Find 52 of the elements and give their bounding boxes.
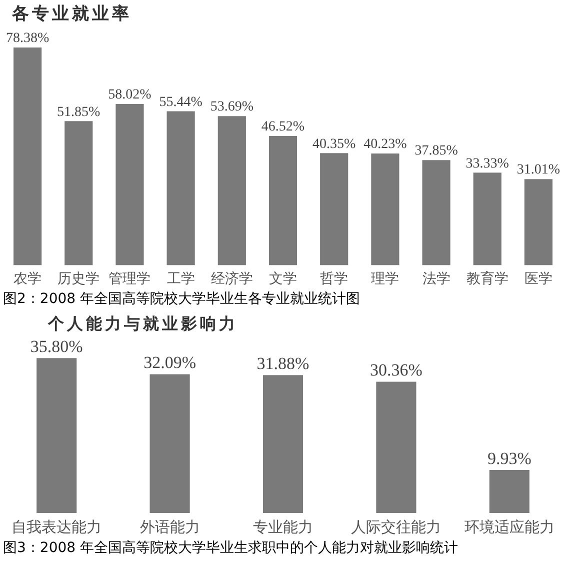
x-tick-label: 工学 <box>166 271 195 288</box>
data-label: 55.44% <box>159 94 203 110</box>
data-label: 35.80% <box>30 337 83 356</box>
x-tick-label: 法学 <box>422 271 450 288</box>
x-tick-label: 理学 <box>371 271 400 288</box>
bar <box>268 136 298 266</box>
bar <box>13 48 42 266</box>
x-tick-label: 医学 <box>524 271 552 288</box>
data-label: 33.33% <box>466 156 510 172</box>
bar <box>473 172 502 266</box>
data-label: 37.85% <box>414 144 458 159</box>
chart-title: 个人能力与就业影响力 <box>48 314 238 334</box>
x-tick-label: 教育学 <box>466 270 508 288</box>
data-label: 78.38% <box>6 31 50 46</box>
bar <box>36 358 77 513</box>
x-tick-label: 管理学 <box>108 271 151 288</box>
x-tick-label: 外语能力 <box>140 518 200 536</box>
bar <box>218 116 246 266</box>
bar <box>489 470 530 513</box>
data-label: 46.52% <box>261 120 305 135</box>
data-label: 58.02% <box>108 88 152 103</box>
bar <box>166 111 195 266</box>
data-label: 40.23% <box>364 137 408 152</box>
x-tick-label: 专业能力 <box>253 518 313 536</box>
bar <box>376 382 416 513</box>
bar <box>371 153 400 266</box>
data-label: 32.09% <box>144 353 196 372</box>
x-tick-label: 历史学 <box>58 271 100 288</box>
data-label: 40.35% <box>312 136 356 152</box>
x-tick-label: 文学 <box>269 271 297 288</box>
data-label: 9.93% <box>487 449 532 468</box>
x-tick-label: 农学 <box>14 271 42 288</box>
x-tick-label: 经济学 <box>210 271 253 288</box>
bar <box>320 153 348 266</box>
bar <box>116 104 144 266</box>
x-tick-label: 自我表达能力 <box>12 518 102 536</box>
caption: 图2：2008 年全国高等院校大学毕业生各专业就业统计图 <box>3 291 360 308</box>
bar <box>262 375 304 513</box>
data-label: 51.85% <box>57 104 101 120</box>
x-tick-label: 环境适应能力 <box>464 518 554 536</box>
bar <box>524 179 553 266</box>
bar <box>150 374 190 513</box>
bar <box>422 160 450 266</box>
bar <box>64 121 93 266</box>
x-tick-label: 人际交往能力 <box>351 518 442 536</box>
caption: 图3：2008 年全国高等院校大学毕业生求职中的个人能力对就业影响统计 <box>3 540 458 557</box>
data-label: 31.88% <box>256 354 310 374</box>
chart-title: 各专业就业率 <box>12 4 132 24</box>
data-label: 31.01% <box>516 162 560 178</box>
data-label: 30.36% <box>370 360 422 380</box>
data-label: 53.69% <box>210 100 254 115</box>
x-tick-label: 哲学 <box>320 271 348 288</box>
